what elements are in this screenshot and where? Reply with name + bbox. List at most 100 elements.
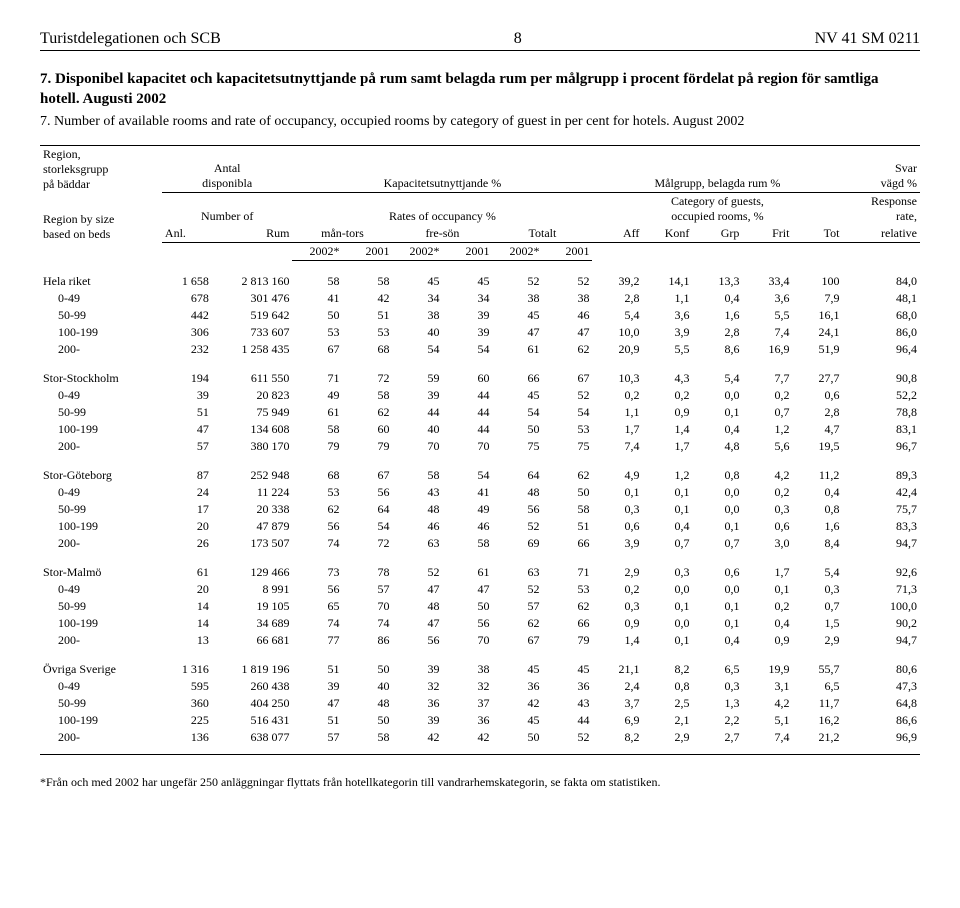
table-cell: 63 (492, 564, 542, 581)
table-cell: 0,1 (642, 598, 692, 615)
table-cell: 66 (492, 370, 542, 387)
table-row: Stor-Malmö61129 4667378526163712,90,30,6… (40, 564, 920, 581)
table-cell: 3,9 (592, 535, 642, 552)
table-cell: 45 (492, 712, 542, 729)
table-cell: 39 (392, 712, 442, 729)
table-cell: 43 (542, 695, 592, 712)
table-cell: 8,6 (692, 341, 742, 358)
table-cell: 611 550 (212, 370, 293, 387)
table-cell: 47,3 (842, 678, 920, 695)
table-cell: 36 (392, 695, 442, 712)
table-cell: 16,9 (742, 341, 792, 358)
table-cell: 306 (162, 324, 212, 341)
table-cell: 2,9 (792, 632, 842, 649)
table-cell: 0,6 (792, 387, 842, 404)
table-cell: 83,1 (842, 421, 920, 438)
table-cell: 2,2 (692, 712, 742, 729)
table-cell: 50-99 (40, 404, 162, 421)
table-cell: 0,1 (642, 484, 692, 501)
table-cell: 0-49 (40, 290, 162, 307)
hdr-region-en: Region by size based on beds (40, 193, 162, 243)
table-row: 100-199306733 60753534039474710,03,92,87… (40, 324, 920, 341)
table-cell: 8,4 (792, 535, 842, 552)
table-cell: 61 (492, 341, 542, 358)
table-cell: 58 (342, 387, 392, 404)
table-cell: 0,3 (642, 564, 692, 581)
title-swedish: 7. Disponibel kapacitet och kapacitetsut… (40, 69, 920, 110)
table-cell: 36 (542, 678, 592, 695)
table-cell: 0,6 (692, 564, 742, 581)
table-cell: 39 (442, 307, 492, 324)
hdr-frit: Frit (742, 225, 792, 243)
table-cell: 5,4 (592, 307, 642, 324)
table-cell: 27,7 (792, 370, 842, 387)
table-row: 200-136638 0775758424250528,22,92,77,421… (40, 729, 920, 746)
table-cell: 40 (392, 324, 442, 341)
table-cell: 380 170 (212, 438, 293, 455)
table-cell: 7,4 (592, 438, 642, 455)
hdr-svar: Svar vägd % (842, 146, 920, 192)
table-cell: 52 (542, 387, 592, 404)
table-cell: 20 (162, 581, 212, 598)
table-row: 100-1991434 6897474475662660,90,00,10,41… (40, 615, 920, 632)
table-cell: 360 (162, 695, 212, 712)
table-cell: 54 (342, 518, 392, 535)
table-cell: 100-199 (40, 324, 162, 341)
group-spacer (40, 358, 920, 370)
table-cell: 100 (792, 273, 842, 290)
table-cell: 4,8 (692, 438, 742, 455)
table-cell: 60 (342, 421, 392, 438)
table-cell: 733 607 (212, 324, 293, 341)
table-cell: 20 823 (212, 387, 293, 404)
table-cell: 10,3 (592, 370, 642, 387)
table-cell: 96,9 (842, 729, 920, 746)
table-cell: 62 (542, 598, 592, 615)
table-cell: 1 316 (162, 661, 212, 678)
table-cell: 4,2 (742, 695, 792, 712)
table-cell: 0,6 (592, 518, 642, 535)
table-cell: 200- (40, 341, 162, 358)
table-cell: 47 (542, 324, 592, 341)
table-cell: 100-199 (40, 615, 162, 632)
table-cell: 60 (442, 370, 492, 387)
table-row: 50-991720 3386264484956580,30,10,00,30,8… (40, 501, 920, 518)
table-cell: 51,9 (792, 341, 842, 358)
table-cell: 96,7 (842, 438, 920, 455)
table-cell: 6,5 (792, 678, 842, 695)
hdr-category: Category of guests, occupied rooms, % (592, 193, 842, 225)
hdr-antal: Antal disponibla (162, 146, 293, 192)
table-cell: 3,6 (642, 307, 692, 324)
table-cell: 50-99 (40, 695, 162, 712)
table-cell: 78 (342, 564, 392, 581)
table-cell: 48 (392, 598, 442, 615)
table-cell: 52 (492, 273, 542, 290)
table-cell: 173 507 (212, 535, 293, 552)
table-cell: 50 (342, 661, 392, 678)
table-cell: 53 (542, 421, 592, 438)
table-cell: 46 (392, 518, 442, 535)
table-row: 0-49678301 4764142343438382,81,10,43,67,… (40, 290, 920, 307)
table-cell: 50 (342, 712, 392, 729)
table-cell: 0,4 (692, 290, 742, 307)
table-cell: 2 813 160 (212, 273, 293, 290)
table-cell: 54 (442, 341, 492, 358)
table-cell: 252 948 (212, 467, 293, 484)
table-cell: 100,0 (842, 598, 920, 615)
table-cell: 301 476 (212, 290, 293, 307)
table-cell: 57 (292, 729, 342, 746)
table-cell: 51 (292, 712, 342, 729)
table-cell: 2,5 (642, 695, 692, 712)
table-cell: 57 (342, 581, 392, 598)
footnote: *Från och med 2002 har ungefär 250 anläg… (40, 775, 920, 790)
hdr-grp: Grp (692, 225, 742, 243)
table-cell: 11,7 (792, 695, 842, 712)
table-cell: 79 (292, 438, 342, 455)
table-row: 0-49208 9915657474752530,20,00,00,10,371… (40, 581, 920, 598)
table-cell: 0,1 (642, 632, 692, 649)
table-cell: 66 (542, 615, 592, 632)
table-cell: 11,2 (792, 467, 842, 484)
table-cell: 62 (492, 615, 542, 632)
table-cell: 24,1 (792, 324, 842, 341)
table-cell: 47 (492, 324, 542, 341)
table-cell: 43 (392, 484, 442, 501)
